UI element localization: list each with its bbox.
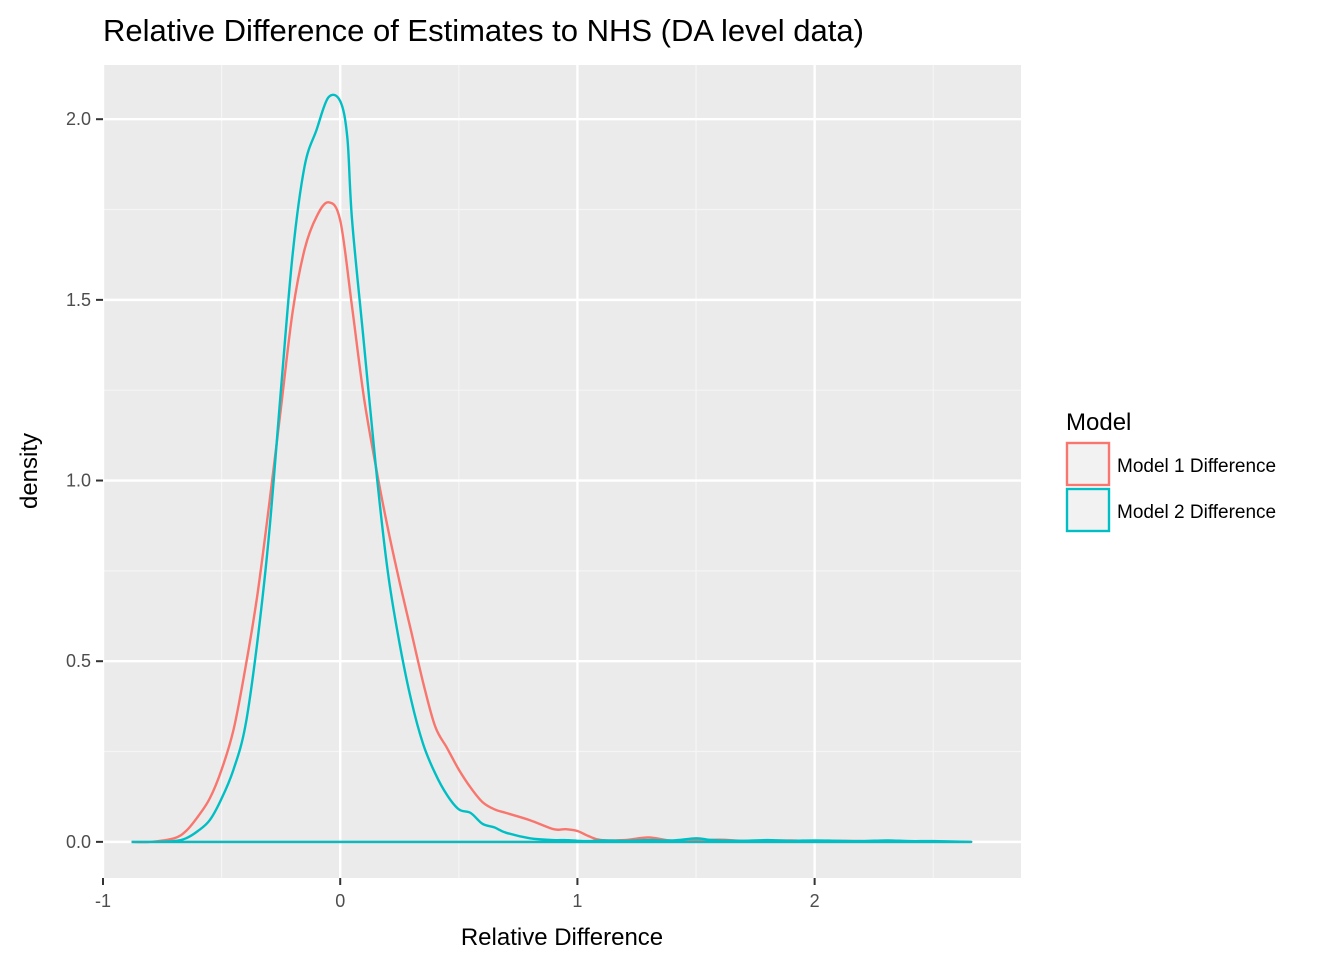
x-axis-title: Relative Difference [461, 924, 663, 951]
legend-label-series-2: Model 2 Difference [1117, 502, 1276, 523]
y-tick-label: 0.5 [66, 651, 91, 671]
y-axis-title: density [16, 433, 43, 509]
legend-key-series-1 [1065, 441, 1111, 487]
x-tick-label: 0 [335, 891, 345, 911]
x-tick-label: 2 [810, 891, 820, 911]
legend-key-series-2 [1065, 487, 1111, 533]
legend-label-series-1: Model 1 Difference [1117, 456, 1276, 477]
y-tick-label: 1.0 [66, 471, 91, 491]
x-axis: -1 0 1 2 [95, 878, 820, 911]
plot-title: Relative Difference of Estimates to NHS … [103, 13, 864, 48]
x-tick-label: -1 [95, 891, 111, 911]
y-tick-label: 0.0 [66, 832, 91, 852]
x-tick-label: 1 [572, 891, 582, 911]
y-tick-label: 2.0 [66, 109, 91, 129]
density-curves [131, 93, 973, 844]
y-axis: 0.0 0.5 1.0 1.5 2.0 [66, 109, 103, 852]
legend-title: Model [1066, 409, 1131, 436]
minor-gridlines [103, 65, 1021, 878]
density-line-series-2 [131, 93, 973, 844]
plot-panel [103, 65, 1021, 878]
y-tick-label: 1.5 [66, 290, 91, 310]
legend: Model Model 1 Difference Model 2 Differen… [1065, 409, 1276, 533]
